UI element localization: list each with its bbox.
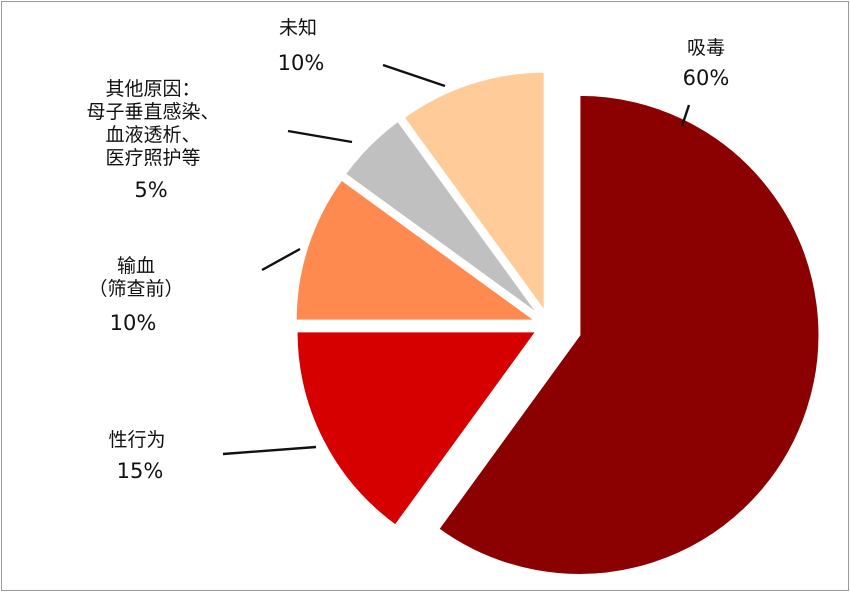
pie-slice-3 [294, 178, 539, 322]
slice-value-label-4: 5% [134, 178, 167, 202]
slice-value-label-2: 15% [117, 459, 164, 483]
slice-label-1-line-1: 吸毒 [687, 37, 725, 59]
slice-label-3-line-2: （筛查前） [88, 278, 183, 300]
slice-value-label-5: 10% [278, 51, 325, 75]
pie-slice-2 [295, 330, 539, 527]
slice-label-4-line-4: 医疗照护等 [105, 147, 200, 169]
slice-value-label-3: 10% [110, 311, 157, 335]
leader-line-2 [222, 445, 317, 456]
pie-slices [294, 70, 821, 576]
slice-label-3-line-1: 输血 [117, 255, 155, 277]
slice-labels: 吸毒 60% 性行为 15% 输血（筛查前） 10% 其他原因：母子垂直感染、血液透析、医疗… [86, 17, 729, 483]
leader-line-5 [382, 63, 446, 88]
pie-slice-1 [436, 93, 821, 576]
slice-label-4-line-2: 母子垂直感染、 [86, 101, 219, 123]
slice-label-4-line-3: 血液透析、 [105, 124, 200, 146]
slice-label-2-line-1: 性行为 [108, 429, 165, 451]
leader-line-3 [261, 247, 301, 272]
leader-line-4 [287, 129, 353, 144]
leader-lines [222, 63, 691, 456]
slice-label-5-line-1: 未知 [279, 17, 317, 39]
leader-line-1 [680, 104, 691, 127]
pie-slice-5 [402, 70, 546, 315]
slice-label-4-line-1: 其他原因： [105, 78, 200, 100]
pie-slice-4 [343, 119, 540, 316]
slice-value-label-1: 60% [683, 66, 730, 90]
